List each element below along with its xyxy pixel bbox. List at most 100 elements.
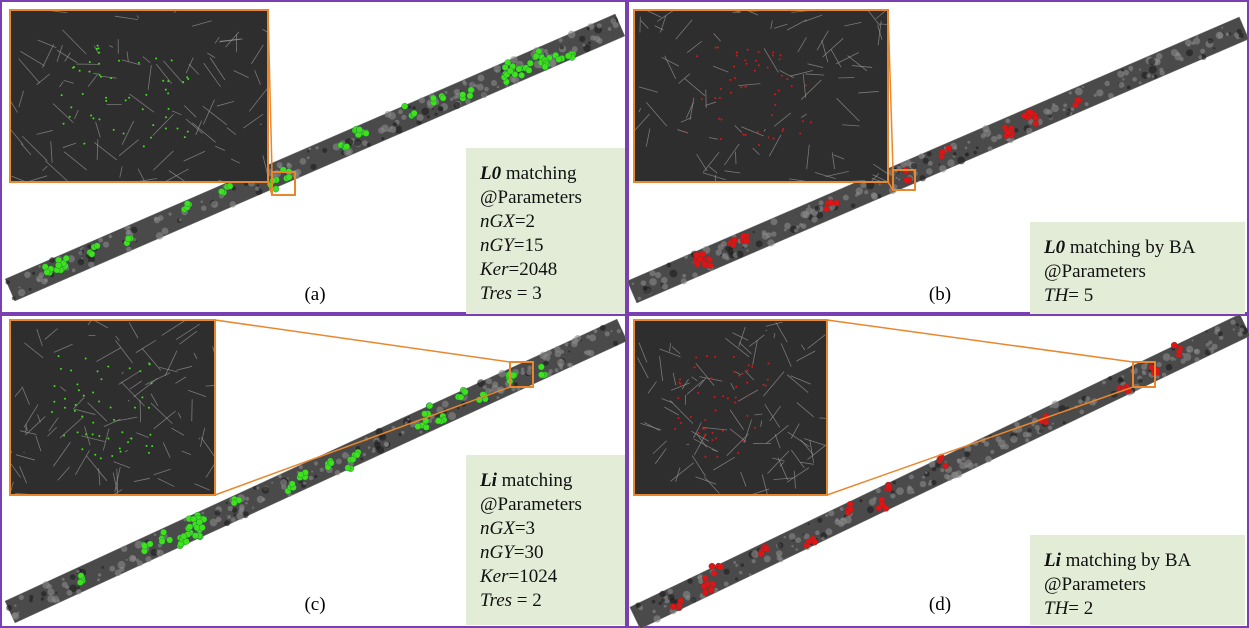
inset-match — [720, 138, 722, 140]
strip-texture — [682, 274, 686, 278]
match-point — [847, 507, 853, 513]
strip-texture — [393, 122, 398, 127]
strip-texture — [666, 263, 671, 268]
inset-match — [713, 396, 715, 398]
strip-texture — [608, 27, 612, 31]
inset-match — [746, 382, 748, 384]
match-point — [709, 563, 715, 569]
strip-texture — [255, 187, 259, 191]
match-point — [706, 257, 712, 263]
match-point — [125, 236, 131, 242]
inset-match — [746, 415, 748, 417]
strip-texture — [320, 468, 324, 472]
strip-texture — [18, 286, 20, 288]
strip-texture — [97, 578, 100, 581]
strip-texture — [544, 49, 548, 53]
strip-texture — [128, 226, 131, 229]
match-point — [758, 551, 764, 557]
inset-match — [754, 70, 756, 72]
match-point — [141, 543, 147, 549]
strip-texture — [32, 272, 35, 275]
strip-texture — [421, 108, 429, 116]
inset-match — [782, 128, 784, 130]
inset-match — [736, 55, 738, 57]
inset-match — [113, 129, 115, 131]
strip-texture — [427, 115, 430, 118]
strip-texture — [436, 415, 438, 417]
inset-match — [98, 52, 100, 54]
strip-texture — [1050, 405, 1053, 408]
strip-texture — [961, 457, 965, 461]
strip-texture — [303, 482, 306, 485]
strip-texture — [76, 569, 80, 573]
strip-texture — [448, 412, 456, 420]
strip-texture — [1175, 53, 1182, 60]
strip-texture — [314, 475, 317, 478]
inset-match — [186, 76, 188, 78]
strip-texture — [239, 504, 245, 510]
strip-texture — [1047, 109, 1053, 115]
inset-match — [678, 417, 680, 419]
inset-match — [697, 392, 699, 394]
inset-match — [151, 445, 153, 447]
parameter-value: = 5 — [1068, 285, 1093, 306]
strip-texture — [1206, 330, 1208, 332]
strip-texture — [762, 230, 767, 235]
inset-match — [722, 430, 724, 432]
strip-texture — [869, 498, 876, 505]
inset-match — [738, 375, 740, 377]
inset-match — [733, 356, 735, 358]
strip-texture — [271, 482, 273, 484]
strip-texture — [1079, 410, 1084, 415]
strip-texture — [587, 27, 590, 30]
inset-match — [98, 118, 100, 120]
parameters-heading: @Parameters — [1044, 573, 1245, 597]
inset-image — [634, 10, 888, 182]
strip-texture — [923, 158, 929, 164]
strip-texture — [742, 246, 744, 248]
inset-match — [92, 391, 94, 393]
strip-texture — [565, 343, 569, 347]
callout-line — [827, 320, 1133, 362]
strip-texture — [19, 595, 24, 600]
match-point — [227, 183, 233, 189]
strip-texture — [1152, 75, 1155, 78]
inset-match — [123, 133, 125, 135]
inset-match — [733, 66, 735, 68]
match-point — [939, 149, 945, 155]
inset-match — [77, 431, 79, 433]
match-point — [440, 95, 446, 101]
strip-texture — [245, 497, 249, 501]
strip-texture — [661, 598, 665, 602]
strip-texture — [72, 269, 76, 273]
strip-texture — [953, 146, 957, 150]
match-point — [167, 537, 173, 543]
strip-texture — [491, 80, 497, 86]
strip-texture — [1085, 102, 1089, 106]
strip-texture — [957, 458, 961, 462]
strip-texture — [1082, 86, 1084, 88]
parameters-heading: @Parameters — [480, 493, 625, 517]
inset-match — [64, 407, 66, 409]
inset-match — [754, 427, 756, 429]
strip-texture — [1166, 364, 1173, 371]
inset-match — [53, 401, 55, 403]
match-point — [78, 573, 84, 579]
strip-texture — [1048, 114, 1052, 118]
inset-match — [105, 97, 107, 99]
parameter-value: =2 — [515, 211, 535, 232]
strip-texture — [145, 556, 151, 562]
strip-texture — [752, 559, 756, 563]
strip-texture — [795, 548, 798, 551]
strip-texture — [372, 449, 376, 453]
strip-texture — [401, 115, 406, 120]
strip-texture — [771, 231, 776, 236]
strip-texture — [378, 127, 385, 134]
inset-match — [74, 410, 76, 412]
strip-texture — [309, 476, 314, 481]
match-point — [345, 465, 351, 471]
match-point — [676, 602, 682, 608]
strip-texture — [1187, 349, 1190, 352]
strip-texture — [655, 272, 661, 278]
strip-texture — [348, 455, 350, 457]
